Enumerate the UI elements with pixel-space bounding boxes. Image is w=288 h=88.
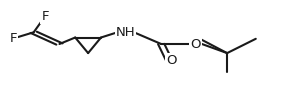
Text: NH: NH [115, 26, 135, 39]
Text: O: O [166, 54, 177, 67]
Text: F: F [41, 10, 49, 23]
Text: O: O [190, 37, 201, 51]
Text: F: F [10, 32, 17, 45]
